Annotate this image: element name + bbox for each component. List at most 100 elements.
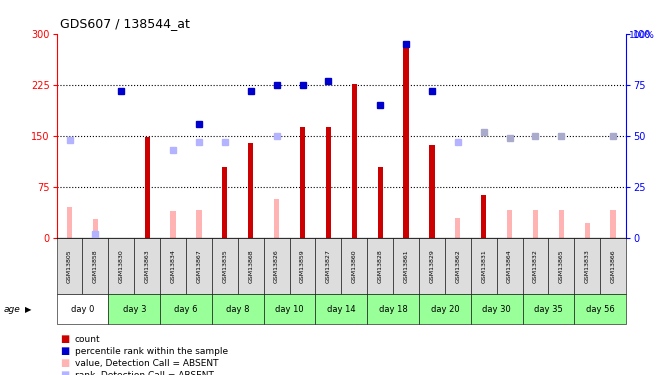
Text: value, Detection Call = ABSENT: value, Detection Call = ABSENT [75,359,218,368]
Text: day 14: day 14 [327,305,356,314]
Bar [274,199,279,238]
Bar [471,294,523,324]
Bar [611,210,616,238]
Bar [378,166,383,238]
Bar [600,238,626,294]
Text: GSM13865: GSM13865 [559,249,564,283]
Bar [67,207,72,238]
Bar [83,238,109,294]
Text: GSM13805: GSM13805 [67,249,72,283]
Bar [264,238,290,294]
Bar [393,238,419,294]
Text: GSM13858: GSM13858 [93,249,98,283]
Bar [316,294,367,324]
Bar [497,238,523,294]
Bar [341,238,367,294]
Bar [523,238,548,294]
Bar [196,210,202,238]
Text: ■: ■ [60,334,69,344]
Bar [57,294,109,324]
Bar [238,238,264,294]
Text: day 8: day 8 [226,305,250,314]
Text: GSM13860: GSM13860 [352,249,357,283]
Text: rank, Detection Call = ABSENT: rank, Detection Call = ABSENT [75,371,214,375]
Bar [585,223,590,238]
Text: GSM13862: GSM13862 [456,249,460,283]
Text: day 18: day 18 [379,305,408,314]
Bar [507,210,512,238]
Text: GSM13861: GSM13861 [404,249,408,283]
Text: count: count [75,335,100,344]
Text: ■: ■ [60,358,69,368]
Text: GSM13829: GSM13829 [430,249,434,283]
Bar [574,238,600,294]
Bar [212,294,264,324]
Bar [290,238,316,294]
Text: day 10: day 10 [275,305,304,314]
Bar [326,127,331,238]
Bar [135,238,160,294]
Bar [316,238,341,294]
Bar [367,238,393,294]
Text: GSM13863: GSM13863 [145,249,150,283]
Text: day 30: day 30 [482,305,511,314]
Bar [160,294,212,324]
Bar [170,211,176,238]
Bar [430,146,434,238]
Bar [160,238,186,294]
Bar [471,238,497,294]
Bar [222,166,228,238]
Text: GSM13867: GSM13867 [196,249,202,283]
Text: GSM13828: GSM13828 [378,249,383,283]
Text: GSM13834: GSM13834 [170,249,176,283]
Bar [145,137,150,238]
Text: day 56: day 56 [586,305,615,314]
Bar [523,294,574,324]
Bar [419,238,445,294]
Bar [455,217,460,238]
Text: GSM13833: GSM13833 [585,249,589,283]
Bar [57,238,83,294]
Text: day 0: day 0 [71,305,94,314]
Bar [533,210,538,238]
Text: percentile rank within the sample: percentile rank within the sample [75,347,228,356]
Bar [222,210,228,238]
Bar [186,238,212,294]
Text: ■: ■ [60,346,69,356]
Bar [419,294,471,324]
Text: GSM13832: GSM13832 [533,249,538,283]
Text: GSM13864: GSM13864 [507,249,512,283]
Text: ■: ■ [60,370,69,375]
Bar [264,294,316,324]
Bar [212,238,238,294]
Text: day 6: day 6 [174,305,198,314]
Text: day 20: day 20 [430,305,459,314]
Text: GSM13866: GSM13866 [611,249,615,283]
Bar [481,195,486,238]
Bar [548,238,574,294]
Bar [404,42,409,238]
Text: GDS607 / 138544_at: GDS607 / 138544_at [60,17,190,30]
Text: ▶: ▶ [25,305,32,314]
Bar [559,210,564,238]
Text: age: age [3,305,20,314]
Text: GSM13826: GSM13826 [274,249,279,283]
Bar [93,219,98,238]
Bar [109,238,135,294]
Text: GSM13859: GSM13859 [300,249,305,283]
Text: day 3: day 3 [123,305,146,314]
Text: GSM13835: GSM13835 [222,249,227,283]
Text: 100%: 100% [629,31,655,40]
Bar [109,294,160,324]
Text: GSM13868: GSM13868 [248,249,253,283]
Bar [300,127,305,238]
Text: GSM13827: GSM13827 [326,249,331,283]
Bar [445,238,471,294]
Text: GSM13831: GSM13831 [481,249,486,283]
Bar [367,294,419,324]
Text: GSM13830: GSM13830 [119,249,124,283]
Bar [574,294,626,324]
Bar [352,84,357,238]
Bar [248,143,253,238]
Text: day 35: day 35 [534,305,563,314]
